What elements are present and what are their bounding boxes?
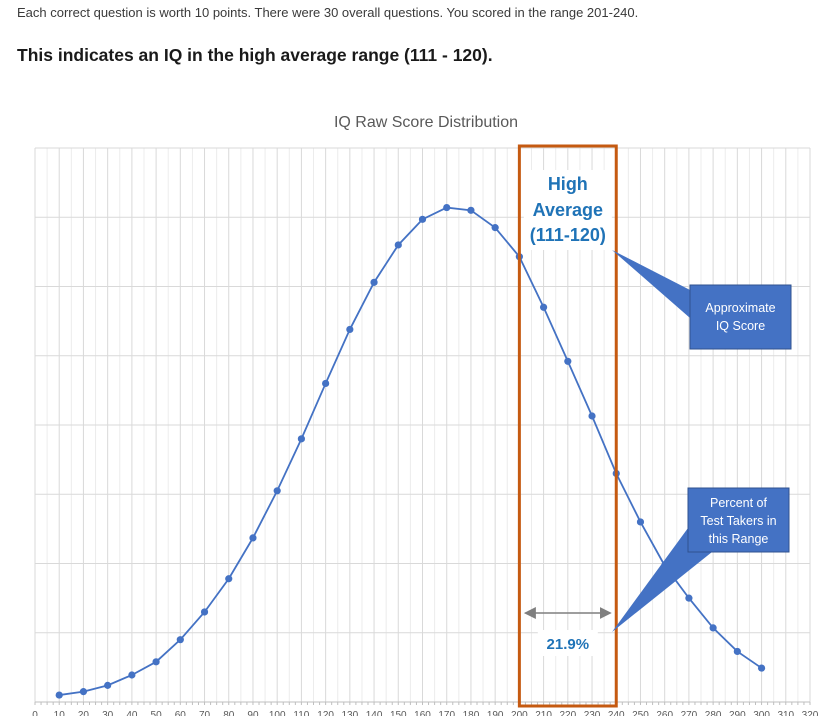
callout-text-line: IQ Score [716,319,765,333]
x-tick-label: 120 [317,710,334,716]
x-tick-label: 280 [705,710,722,716]
range-label-line: Average [533,200,603,220]
x-tick-label: 270 [681,710,698,716]
data-point [685,594,693,602]
intro-text: Each correct question is worth 10 points… [17,5,639,20]
data-point [491,224,499,232]
x-tick-label: 100 [269,710,286,716]
x-tick-label: 90 [247,710,259,716]
data-point [249,534,257,542]
data-point [564,357,572,365]
x-tick-label: 250 [632,710,649,716]
x-tick-label: 160 [414,710,431,716]
x-tick-label: 80 [223,710,235,716]
x-tick-label: 190 [487,710,504,716]
percent-test-takers-callout [687,487,790,553]
x-tick-label: 210 [535,710,552,716]
x-tick-label: 50 [151,710,163,716]
x-tick-label: 200 [511,710,528,716]
range-label-line: High [548,174,588,194]
result-headline: This indicates an IQ in the high average… [17,45,493,65]
data-point [225,575,233,583]
x-tick-label: 140 [366,710,383,716]
data-point [55,691,63,699]
x-tick-label: 60 [175,710,187,716]
x-tick-label: 230 [584,710,601,716]
callout-text-line: Test Takers in [700,514,776,528]
data-point [709,624,717,632]
x-tick-label: 310 [777,710,794,716]
x-tick-label: 300 [753,710,770,716]
data-point [370,278,378,286]
range-label-line: (111-120) [530,225,606,245]
data-point [152,658,160,666]
data-point [297,435,306,443]
x-tick-label: 30 [102,710,114,716]
x-tick-label: 260 [656,710,673,716]
data-point [346,325,354,334]
data-point [418,215,427,223]
data-point [539,303,548,311]
x-tick-label: 240 [608,710,625,716]
data-point [176,636,184,644]
x-tick-label: 10 [54,710,66,716]
data-point [200,608,209,616]
chart-title: IQ Raw Score Distribution [334,114,518,131]
x-tick-label: 220 [559,710,576,716]
data-point [636,518,645,526]
x-tick-label: 150 [390,710,407,716]
x-tick-label: 110 [293,710,309,716]
data-point [104,681,112,689]
x-tick-label: 130 [342,710,359,716]
x-tick-label: 40 [126,710,138,716]
x-tick-label: 180 [463,710,480,716]
data-point [273,487,281,495]
callout-text-line: Approximate [705,301,775,315]
data-point [322,379,330,388]
x-tick-label: 70 [199,710,211,716]
data-point [443,203,451,212]
callout-pointer [612,528,712,632]
data-point [757,664,766,672]
callout-text-line: Percent of [710,496,768,510]
high-average-range-box [517,144,618,708]
percent-label: 21.9% [547,636,590,653]
x-tick-label: 170 [438,710,455,716]
approximate-iq-callout [689,284,792,350]
data-point [394,241,402,249]
data-point [467,206,475,214]
data-point [588,412,596,420]
data-point [79,688,88,696]
percent-label-background [537,630,598,656]
callout-text-line: this Range [709,532,769,546]
range-label-background [523,170,612,250]
series-line [59,206,763,696]
data-point [128,671,136,679]
callout-pointer [612,250,690,318]
x-tick-label: 290 [729,710,746,716]
x-tick-label: 0 [32,710,38,716]
x-tick-label: 20 [78,710,90,716]
x-tick-label: 320 [802,710,819,716]
data-point [733,647,741,656]
